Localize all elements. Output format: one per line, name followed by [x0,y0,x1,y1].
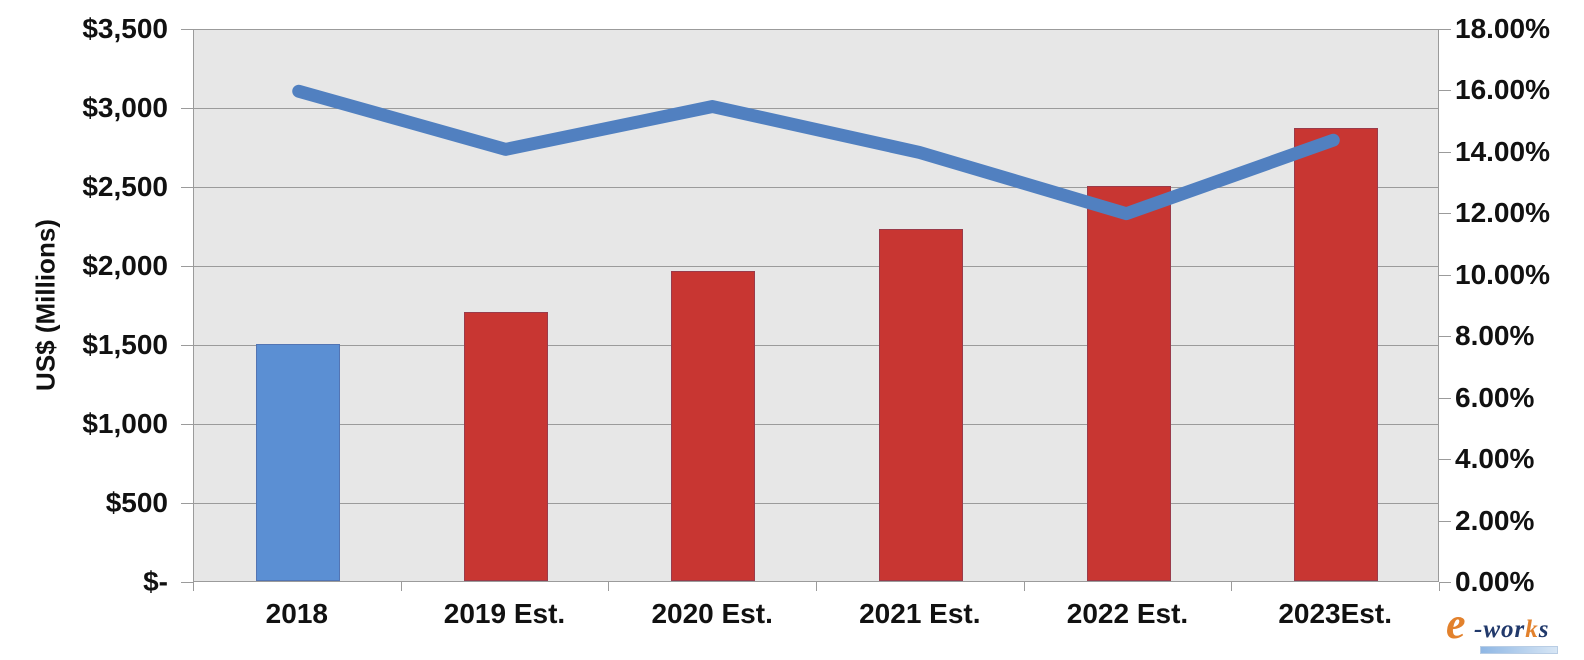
left-axis-tick-label: $- [143,566,168,597]
gridline [194,345,1438,346]
right-axis-tick-label: 2.00% [1455,504,1535,536]
right-axis-tick [1439,151,1451,153]
left-axis-tick [181,503,193,504]
left-axis-title: US$ (Millions) [30,219,61,391]
x-axis-category-label: 2020 Est. [651,598,773,629]
left-axis-tick [181,266,193,267]
right-axis-tick-label: 16.00% [1455,74,1550,106]
right-axis-tick [1439,274,1451,276]
bar-2020-est. [671,271,755,581]
left-axis-tick [181,582,193,583]
left-axis-tick-label: $3,000 [82,92,168,123]
right-axis-tick [1439,459,1451,461]
logo-wordmark: -works [1474,616,1549,644]
right-axis-tick-label: 14.00% [1455,135,1550,167]
logo-underline [1480,646,1558,654]
bar-2021-est. [879,229,963,581]
left-axis-tick-label: $1,500 [82,329,168,360]
x-axis-category-label: 2019 Est. [443,598,566,629]
gridline [194,108,1438,109]
x-axis-tick [401,582,402,591]
bar-2023est. [1294,128,1378,581]
left-axis-tick-label: $2,500 [82,171,168,202]
bar-2022-est. [1087,186,1171,581]
left-axis-tick [181,345,193,346]
e-works-logo: e -works [1446,602,1576,656]
left-axis-tick-label: $3,500 [82,13,168,44]
right-axis-tick-label: 10.00% [1455,258,1550,290]
right-axis-tick [1439,582,1451,583]
logo-text-prefix: -wor [1474,616,1526,643]
x-axis-tick [1439,582,1440,591]
left-axis-tick [181,424,193,425]
right-axis-tick-label: 12.00% [1455,197,1550,229]
gridline [194,424,1438,425]
right-axis-tick [1439,213,1451,215]
x-axis-tick [608,582,609,591]
left-axis-tick-label: $500 [105,487,168,518]
x-axis-tick [1231,582,1232,591]
left-axis-tick [181,29,193,30]
logo-e-swoosh: e [1446,599,1466,648]
bar-2018 [256,344,340,581]
bar-2019-est. [464,312,548,581]
right-axis-tick [1439,520,1451,522]
right-axis-tick [1439,29,1451,30]
right-axis-tick-label: 0.00% [1455,566,1535,597]
left-axis-tick-label: $2,000 [82,250,168,281]
left-axis-tick [181,187,193,188]
gridline [194,187,1438,188]
x-axis-category-label: 2022 Est. [1066,598,1189,629]
left-axis-tick [181,108,193,109]
right-axis-tick-label: 4.00% [1455,443,1535,475]
x-axis-tick [816,582,817,591]
right-axis-tick [1439,336,1451,338]
growth-rate-line [292,84,1340,221]
x-axis-category-label: 2021 Est. [859,598,981,629]
x-axis-category-label: 2023Est. [1278,598,1392,629]
right-axis-tick [1439,397,1451,399]
right-axis-tick [1439,90,1451,92]
right-axis-tick-label: 18.00% [1455,13,1550,44]
gridline [194,503,1438,504]
right-axis-tick-label: 6.00% [1455,381,1535,413]
logo-text-suffix: s [1538,616,1550,643]
right-axis-tick-label: 8.00% [1455,320,1535,352]
gridline [194,266,1438,267]
plot-area [193,29,1439,582]
x-axis-tick [1024,582,1025,591]
left-axis-tick-label: $1,000 [82,408,168,439]
x-axis-category-label: 2018 [265,598,328,629]
logo-text-k: k [1525,616,1539,643]
x-axis-tick [193,582,194,591]
